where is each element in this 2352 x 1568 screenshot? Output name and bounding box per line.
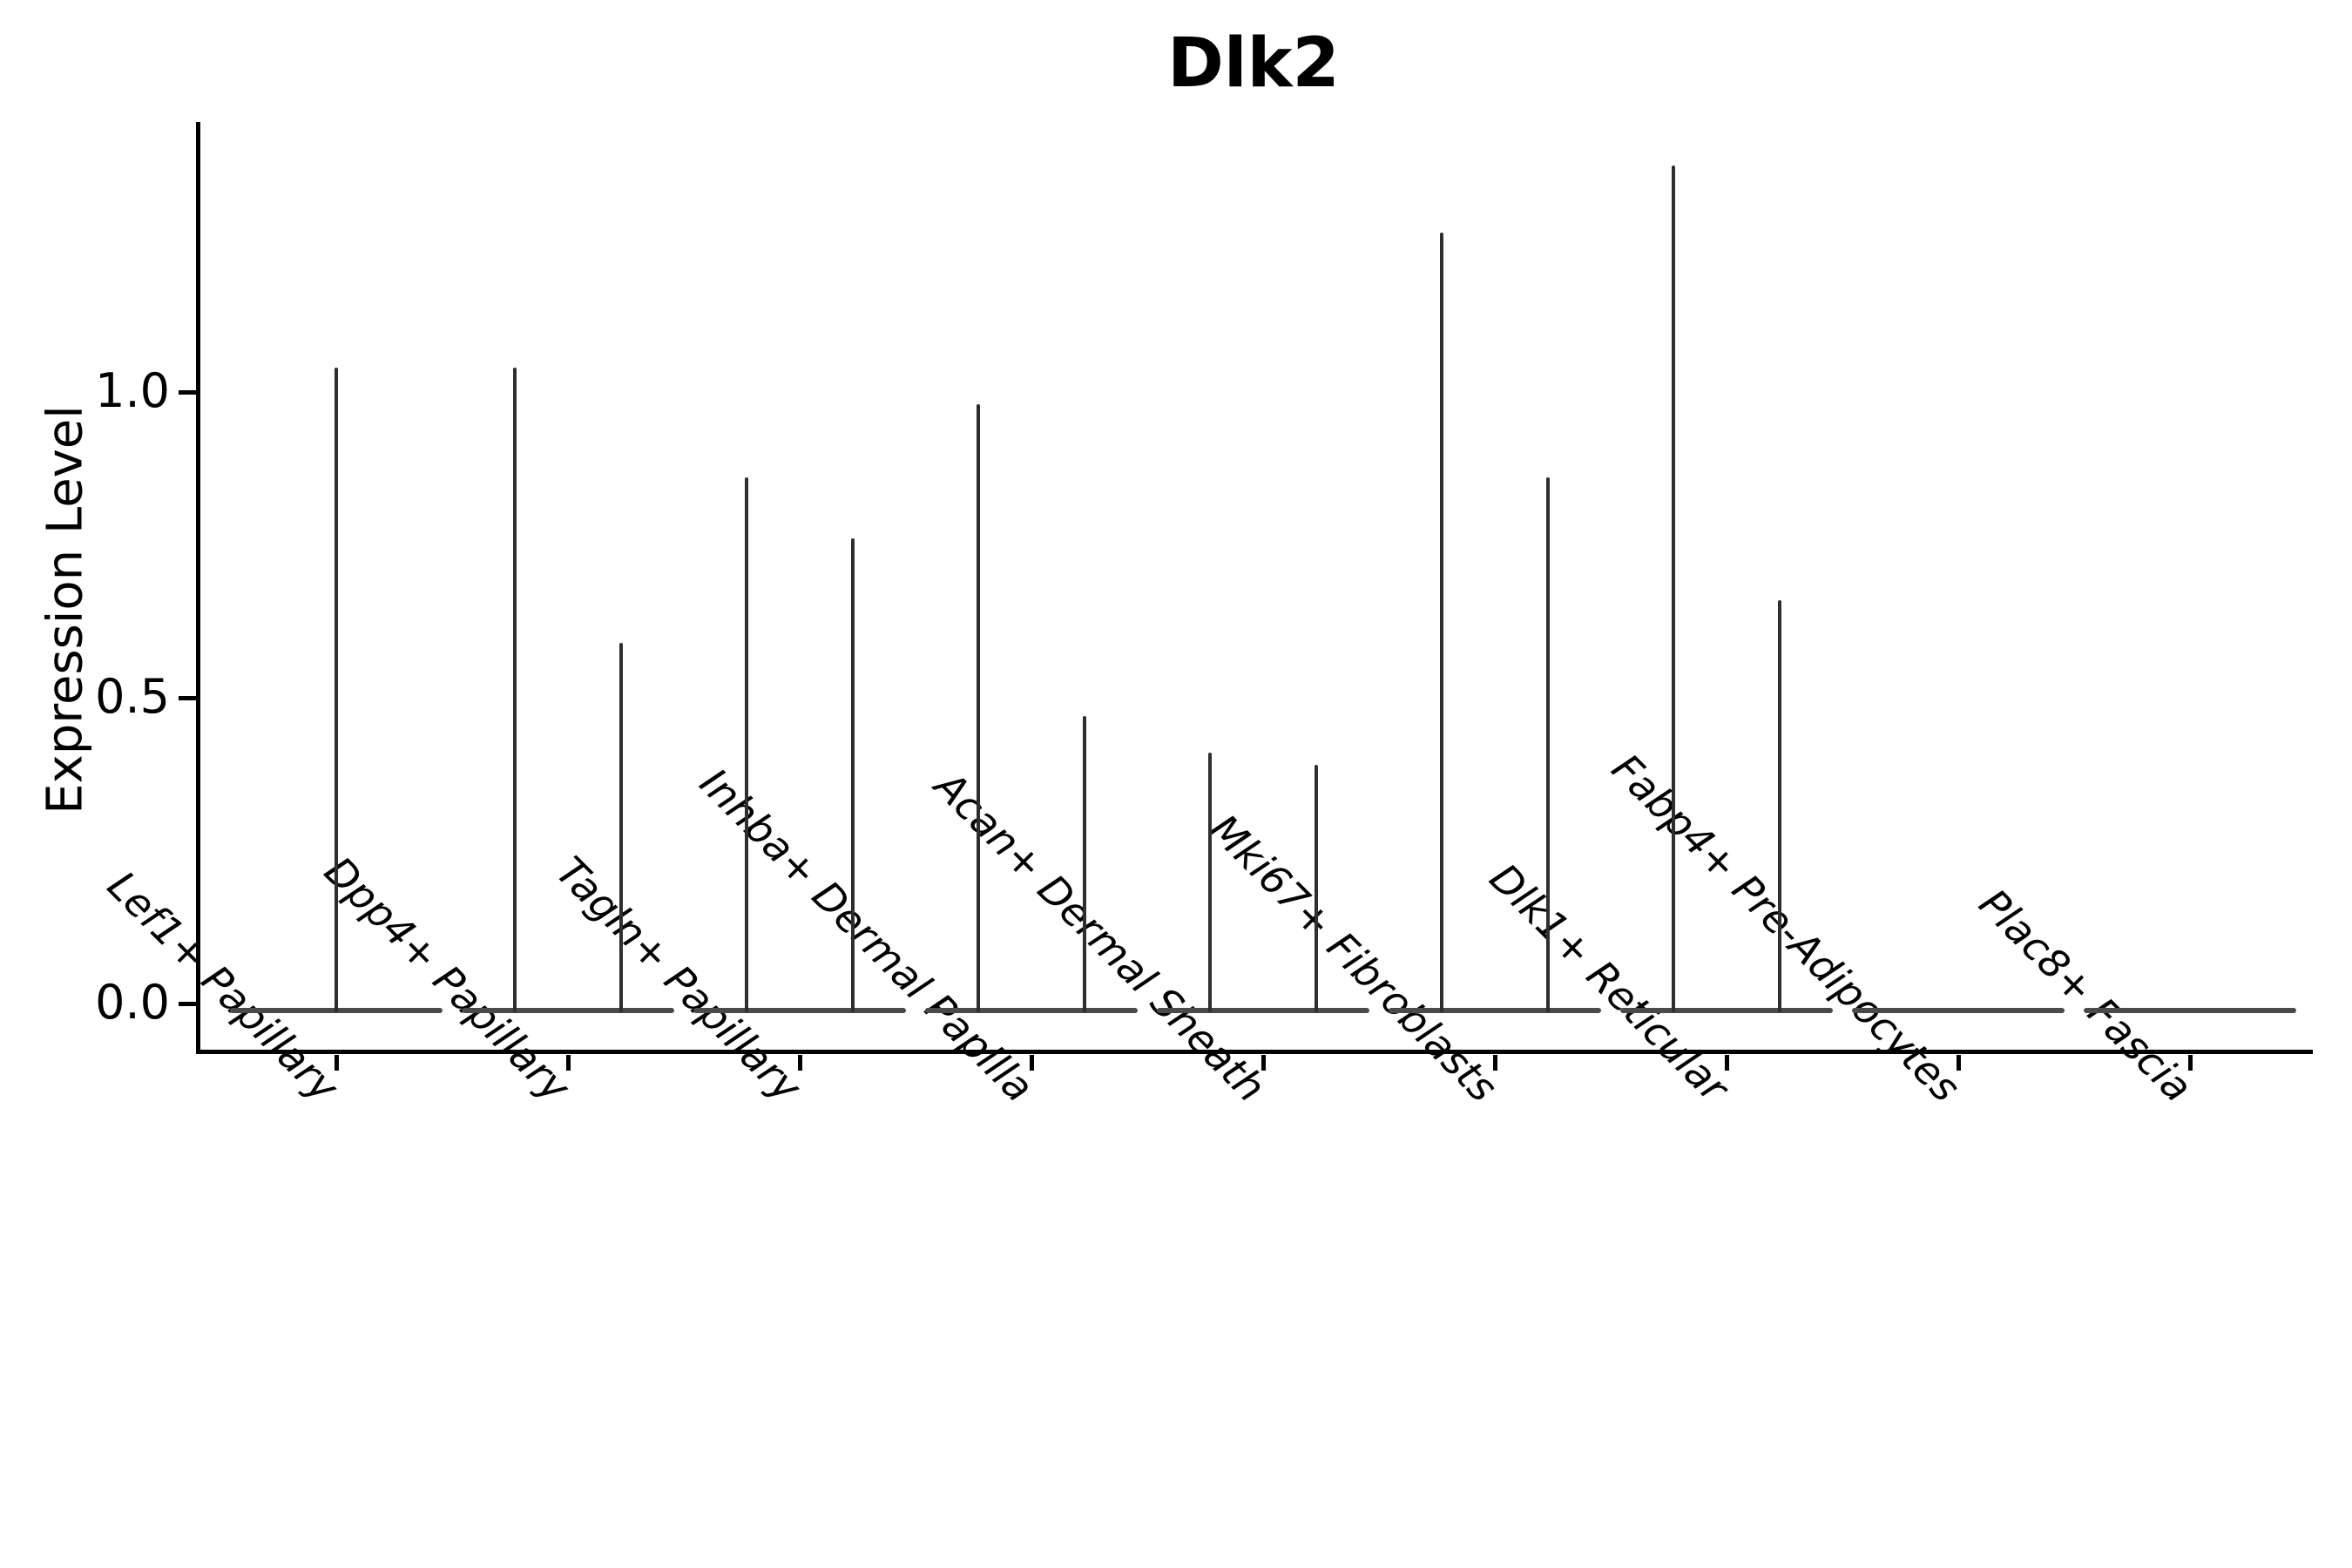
violin-base <box>693 1008 906 1013</box>
chart-title: Dlk2 <box>1167 24 1340 103</box>
violin-spike <box>1440 233 1443 1012</box>
violin-spike <box>851 538 855 1012</box>
y-tick-label: 0.0 <box>95 975 170 1030</box>
violin-spike <box>1778 599 1781 1012</box>
y-tick-label: 1.0 <box>95 363 170 418</box>
violin-base <box>925 1008 1138 1013</box>
violin-base <box>1852 1008 2065 1013</box>
violin-base <box>2084 1008 2296 1013</box>
violin-spike <box>1208 753 1212 1012</box>
violin-base <box>1620 1008 1833 1013</box>
x-axis-tick <box>1260 1055 1266 1071</box>
x-axis-tick <box>334 1055 339 1071</box>
x-axis-tick <box>1956 1055 1961 1071</box>
violin-base <box>1389 1008 1601 1013</box>
x-axis-tick <box>2187 1055 2193 1071</box>
violin-spike <box>745 477 748 1012</box>
y-axis-label: Expression Level <box>37 405 94 814</box>
violin-spike <box>513 367 517 1012</box>
violin-spike <box>1546 477 1550 1012</box>
violin-spike <box>1315 765 1318 1012</box>
y-axis-tick <box>179 389 196 395</box>
plot-area <box>196 122 2313 1054</box>
x-axis-tick <box>797 1055 802 1071</box>
x-axis-tick <box>1492 1055 1497 1071</box>
violin-spike <box>977 404 980 1012</box>
y-tick-label: 0.5 <box>95 669 170 724</box>
y-axis-tick <box>179 1001 196 1006</box>
violin-spike <box>619 642 623 1012</box>
x-axis-tick <box>1029 1055 1034 1071</box>
y-axis-tick <box>179 695 196 700</box>
violin-spike <box>1672 166 1675 1012</box>
violin-base <box>462 1008 674 1013</box>
violin-spike <box>335 367 338 1012</box>
violin-base <box>1157 1008 1369 1013</box>
x-axis-tick <box>1724 1055 1729 1071</box>
violin-spike <box>1083 716 1086 1012</box>
x-axis-tick <box>565 1055 571 1071</box>
